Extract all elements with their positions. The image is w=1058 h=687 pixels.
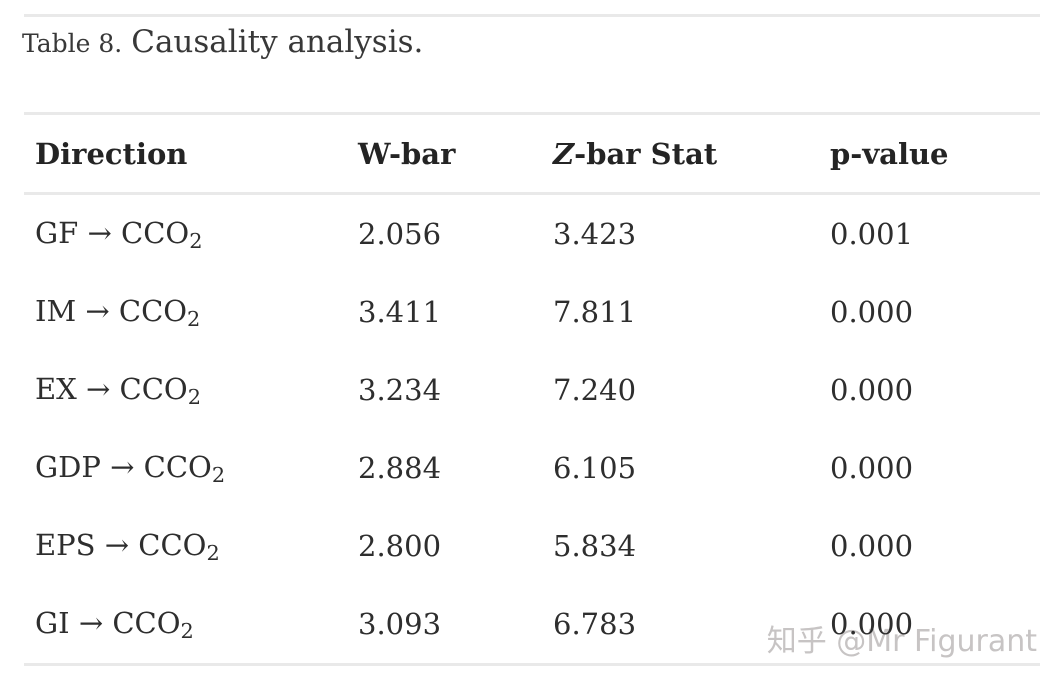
column-header-p-value: p-value [830,112,1040,195]
table-caption-number: Table 8. [22,29,123,58]
cell-w-bar: 2.800 [358,529,442,563]
cell-direction: EX → CCO2 [24,351,358,429]
table-body: GF → CCO2 2.056 3.423 0.001 IM → CCO2 3.… [24,194,1040,666]
cell-direction: GF → CCO2 [24,194,358,274]
cell-p-value: 0.000 [830,295,914,329]
header-row: Direction W-bar Z-bar Stat p-value [24,112,1040,195]
table-row: GF → CCO2 2.056 3.423 0.001 [24,194,1040,274]
table-row: EX → CCO2 3.234 7.240 0.000 [24,351,1040,429]
top-divider [24,14,1040,17]
cell-w-bar: 2.884 [358,451,442,485]
cell-z-bar: 7.240 [553,373,637,407]
cell-p-value: 0.000 [830,373,914,407]
direction-subscript: 2 [180,618,194,643]
header-text-part: -bar Stat [574,136,718,171]
cell-w-bar: 3.234 [358,373,442,407]
direction-main: GDP → CCO [35,449,212,484]
direction-main: IM → CCO [35,293,188,328]
table-header: Direction W-bar Z-bar Stat p-value [24,112,1040,195]
cell-p-value: 0.001 [830,217,914,251]
cell-w-bar: 3.093 [358,585,553,666]
table-row: IM → CCO2 3.411 7.811 0.000 [24,273,1040,351]
cell-p-value: 0.000 [830,585,1040,666]
table-row: EPS → CCO2 2.800 5.834 0.000 [24,507,1040,585]
direction-main: EPS → CCO [35,527,207,562]
cell-direction: GI → CCO2 [24,585,358,666]
direction-main: GI → CCO [35,605,181,640]
direction-subscript: 2 [211,462,226,487]
cell-direction: IM → CCO2 [24,273,358,351]
header-text-part: W-bar [358,136,456,171]
table-row: GDP → CCO2 2.884 6.105 0.000 [24,429,1040,507]
cell-z-bar: 3.423 [553,217,637,251]
direction-subscript: 2 [189,228,203,253]
causality-table: Direction W-bar Z-bar Stat p-value GF → … [24,112,1040,666]
cell-direction: GDP → CCO2 [24,429,358,507]
column-header-w-bar: W-bar [358,112,553,195]
cell-p-value: 0.000 [830,451,914,485]
direction-subscript: 2 [187,384,201,409]
column-header-direction: Direction [24,112,358,195]
direction-main: GF → CCO [35,215,190,250]
cell-w-bar: 3.411 [358,295,442,329]
header-text-part: Direction [35,136,188,171]
table-caption-text: Causality analysis. [131,24,424,60]
direction-subscript: 2 [206,540,220,565]
cell-direction: EPS → CCO2 [24,507,358,585]
header-text-part: p-value [830,136,949,171]
column-header-z-bar-stat: Z-bar Stat [553,112,830,195]
cell-z-bar: 5.834 [553,529,637,563]
cell-w-bar: 2.056 [358,217,442,251]
direction-subscript: 2 [187,306,201,331]
cell-p-value: 0.000 [830,529,914,563]
table-caption: Table 8. Causality analysis. [22,24,423,60]
cell-z-bar: 6.105 [553,451,637,485]
direction-main: EX → CCO [35,371,188,406]
cell-z-bar: 7.811 [553,295,637,329]
header-italic-part: Z [553,136,575,171]
table-row: GI → CCO2 3.093 6.783 0.000 [24,585,1040,666]
cell-z-bar: 6.783 [553,585,830,666]
